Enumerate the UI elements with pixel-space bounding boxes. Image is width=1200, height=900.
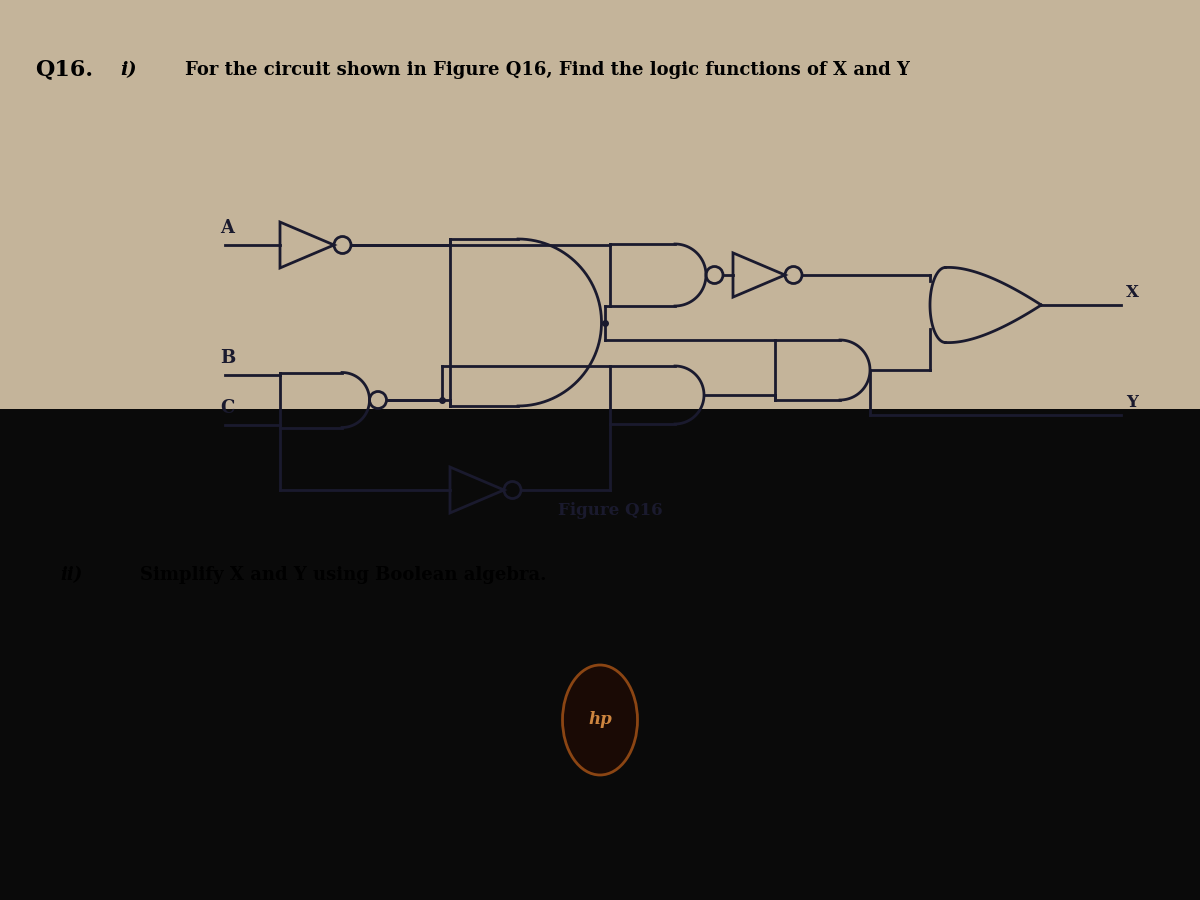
Text: hp: hp — [588, 712, 612, 728]
Text: X: X — [1127, 284, 1139, 301]
Text: Simplify X and Y using Boolean algebra.: Simplify X and Y using Boolean algebra. — [140, 566, 546, 584]
Text: C: C — [220, 399, 234, 417]
Text: A: A — [220, 219, 234, 237]
Text: For the circuit shown in Figure Q16, Find the logic functions of X and Y: For the circuit shown in Figure Q16, Fin… — [185, 61, 910, 79]
Text: i): i) — [120, 61, 137, 79]
Text: ii): ii) — [60, 566, 83, 584]
Text: Figure Q16: Figure Q16 — [558, 502, 662, 519]
Ellipse shape — [563, 665, 637, 775]
Text: Y: Y — [1127, 394, 1138, 411]
Text: B: B — [220, 349, 235, 367]
Text: Q16.: Q16. — [35, 58, 94, 80]
